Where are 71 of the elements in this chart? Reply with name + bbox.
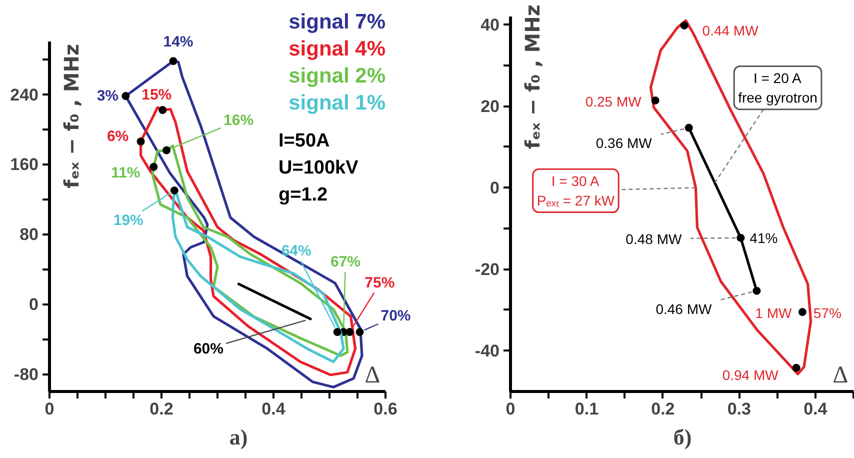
point	[356, 328, 364, 336]
y-tick-label: -40	[474, 342, 500, 361]
y-tick-label: 20	[480, 97, 500, 116]
y-axis-title: fₑₓ − f₀ , MHz	[520, 4, 544, 149]
y-tick-label: 40	[480, 16, 500, 35]
x-axis-title: Δ	[832, 362, 848, 388]
text: signal 7%	[288, 10, 386, 34]
annotation: g=1.2	[278, 184, 328, 206]
x-tick-label: 0.1	[574, 400, 599, 418]
y-axis-title: fₑₓ − f₀ , MHz	[60, 44, 84, 188]
annotation: 0.46 MW	[656, 300, 712, 317]
point	[684, 124, 693, 132]
x-tick-label: 0	[506, 400, 516, 418]
x-axis-title: Δ	[364, 362, 380, 388]
point	[169, 57, 178, 66]
y-tick-label: 80	[20, 225, 39, 244]
annotation: U=100kV	[278, 157, 359, 178]
annotation: 14%	[163, 34, 194, 51]
point	[170, 186, 178, 194]
y-tick-label: -20	[474, 260, 500, 280]
annotation: 6%	[106, 128, 129, 146]
point	[136, 138, 145, 146]
x-tick-label: 0.6	[374, 400, 398, 418]
annotation: 0.36 MW	[596, 134, 653, 151]
annotation: 15%	[142, 86, 172, 104]
annotation: I = 20 A free gyrotron	[738, 70, 818, 106]
y-tick-label: -80	[14, 365, 39, 384]
point	[122, 92, 130, 100]
annotation: 0.48 MW	[626, 230, 682, 247]
annotation: I = 30 A Pₑₓₜ = 27 kW	[536, 173, 616, 208]
x-tick-label: 0.2	[651, 400, 675, 418]
annotation: 0.44 MW	[702, 22, 760, 38]
annotation: 64%	[281, 242, 312, 260]
x-tick-label: 0	[44, 400, 54, 418]
x-tick-label: 0.4	[804, 400, 828, 418]
y-tick-label: 0	[29, 295, 39, 314]
annotation: 0.25 MW	[585, 93, 642, 110]
text: signal 2%	[288, 64, 386, 88]
y-tick-label: 0	[490, 178, 500, 198]
annotation: I=50A	[278, 130, 330, 152]
text: а)	[229, 424, 248, 450]
point	[333, 328, 342, 336]
y-tick-label: 160	[10, 155, 39, 174]
annotation: 19%	[113, 212, 144, 229]
annotation: 0.94 MW	[722, 366, 780, 383]
annotation: 57%	[813, 305, 842, 322]
x-tick-label: 0.4	[262, 400, 286, 418]
annotation: 11%	[111, 164, 140, 182]
y-tick-label: 240	[10, 85, 39, 104]
text: signal 1%	[288, 91, 386, 114]
annotation: 16%	[224, 112, 254, 129]
annotation: 3%	[96, 88, 119, 105]
annotation: 70%	[380, 308, 411, 325]
point	[736, 234, 745, 242]
point	[798, 308, 806, 316]
point	[752, 286, 761, 295]
point	[158, 106, 167, 114]
point	[150, 162, 158, 171]
annotation: 41%	[750, 230, 778, 246]
x-tick-label: 0.2	[150, 400, 174, 418]
point	[651, 96, 660, 104]
annotation: 75%	[364, 274, 395, 292]
annotation: 1 MW	[755, 305, 792, 322]
text: б)	[673, 424, 692, 450]
x-tick-label: 0.3	[727, 400, 751, 418]
text: signal 4%	[288, 37, 386, 60]
point	[792, 364, 800, 372]
point	[680, 21, 688, 30]
point	[162, 146, 171, 154]
annotation: 67%	[330, 254, 361, 271]
annotation: 60%	[193, 340, 224, 358]
